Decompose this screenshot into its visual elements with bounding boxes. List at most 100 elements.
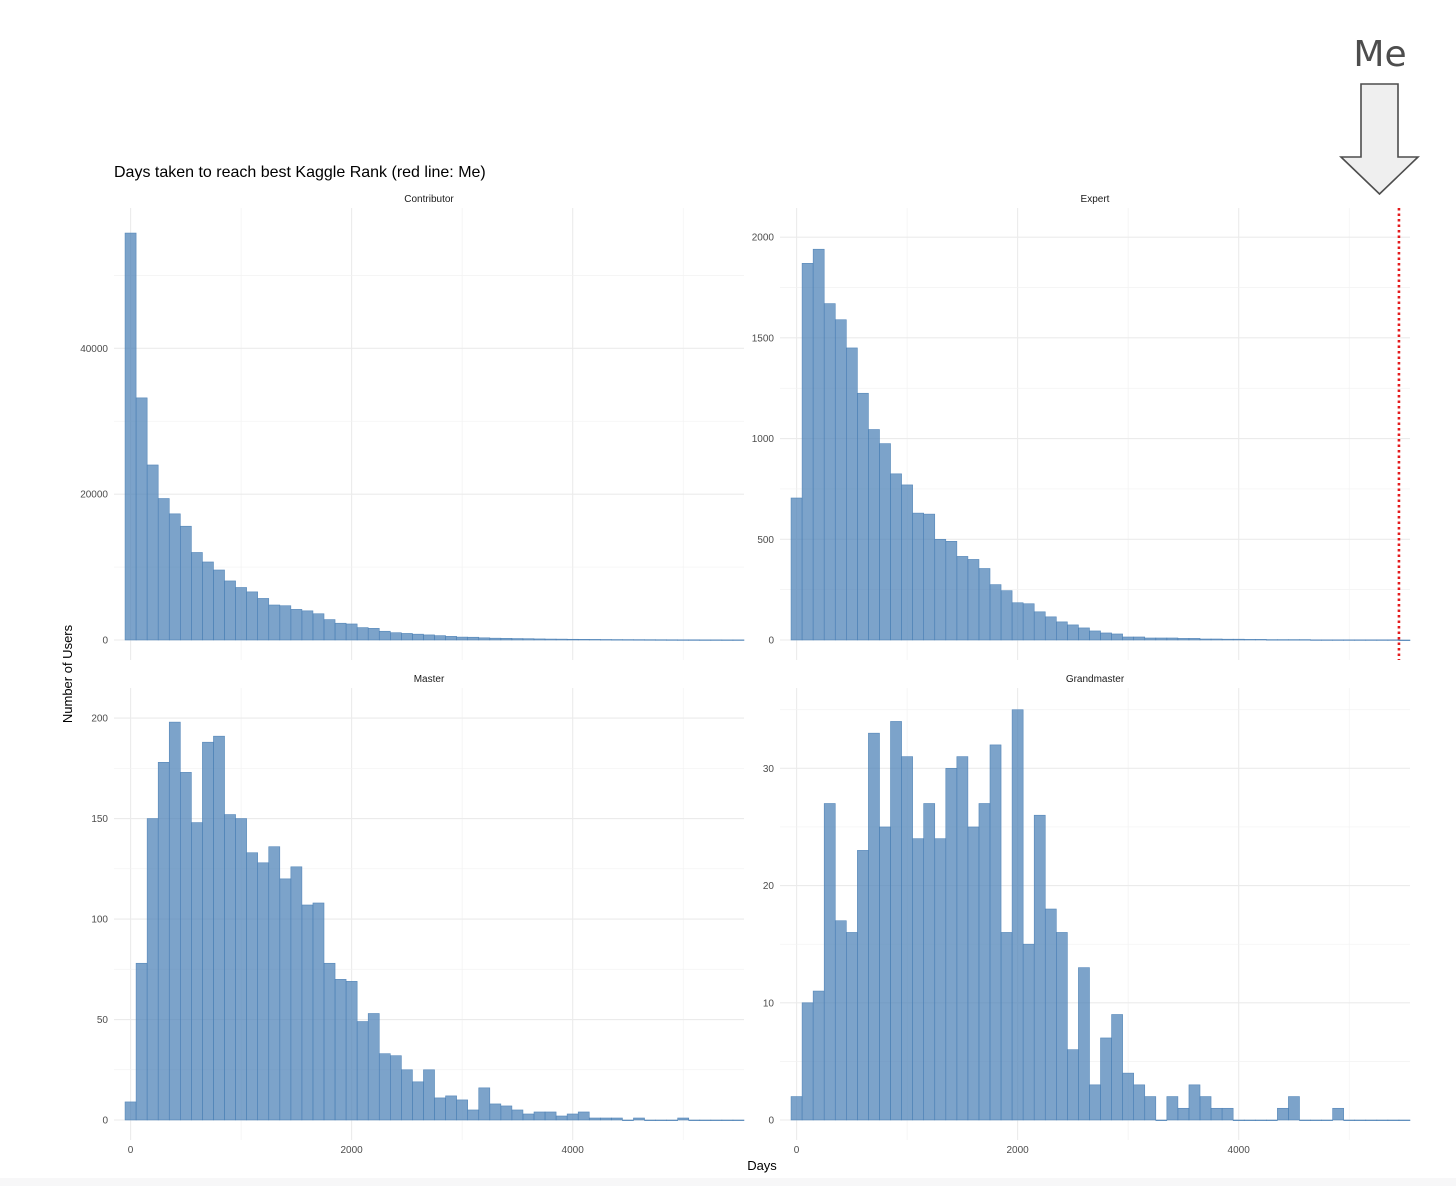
histogram-bar <box>434 1097 446 1121</box>
histogram-bar <box>124 1101 137 1121</box>
histogram-bar <box>923 803 936 1121</box>
histogram-bar <box>213 735 225 1121</box>
histogram-bar <box>1376 1119 1389 1121</box>
histogram-bar <box>401 633 413 641</box>
histogram-bar <box>1000 932 1013 1121</box>
y-tick-label: 1500 <box>752 333 775 344</box>
histogram-bar <box>846 932 858 1121</box>
histogram-bar <box>235 818 247 1121</box>
y-tick-label: 100 <box>91 915 108 926</box>
histogram-bar <box>857 850 869 1121</box>
histogram-bar <box>224 580 236 641</box>
histogram-bar <box>478 1087 491 1121</box>
histogram-bar <box>978 803 991 1121</box>
histogram-bar <box>356 627 369 641</box>
histogram-bar <box>1199 1096 1212 1121</box>
me-annotation-label: Me <box>1353 34 1406 75</box>
histogram-bar <box>312 613 325 641</box>
histogram-bar <box>577 1111 590 1121</box>
histogram-bar <box>1177 638 1190 641</box>
panel-expert: Expert 0 500 1000 1500 2000 <box>752 194 1411 660</box>
histogram-bar <box>434 635 446 641</box>
histogram-bar <box>1376 639 1389 641</box>
histogram-bar <box>1310 1119 1322 1121</box>
histogram-bar <box>566 1113 579 1121</box>
histogram-bar <box>622 1119 634 1121</box>
histogram-bar <box>1243 639 1256 641</box>
histogram-bar <box>412 633 424 641</box>
histogram-bar <box>611 1117 623 1121</box>
y-tick-label: 0 <box>768 1116 774 1127</box>
histogram-bar <box>890 473 902 641</box>
facet-label-contributor: Contributor <box>404 194 454 205</box>
page-footer-band <box>0 1178 1456 1186</box>
histogram-bar <box>1387 639 1400 641</box>
histogram-bar <box>1100 1037 1112 1121</box>
x-axis-title: Days <box>747 1158 777 1173</box>
histogram-bar <box>1254 639 1267 641</box>
x-tick-label: 4000 <box>562 1145 585 1156</box>
y-tick-label: 20000 <box>80 490 108 501</box>
histogram-bar <box>412 1081 424 1121</box>
histogram-bar <box>1044 616 1057 641</box>
histogram-bar <box>268 604 281 641</box>
histogram-bar <box>1332 1107 1344 1121</box>
histogram-bar <box>224 814 236 1121</box>
histogram-bar <box>533 1111 546 1121</box>
histogram-bar <box>834 920 847 1121</box>
histogram-bar <box>1000 590 1013 641</box>
y-tick-label: 150 <box>91 814 108 825</box>
histogram-bar <box>1288 639 1300 641</box>
panel-grandmaster: Grandmaster 0 10 20 30 0 2000 4000 <box>763 674 1411 1156</box>
histogram-bar <box>1266 1119 1278 1121</box>
histogram-bar <box>622 639 634 641</box>
y-tick-label: 500 <box>757 535 774 546</box>
histogram-bar <box>812 248 825 641</box>
histogram-bar <box>146 464 159 641</box>
histogram-bar <box>1122 1072 1134 1121</box>
histogram-bar <box>555 638 568 641</box>
histogram-bar <box>1067 1049 1079 1121</box>
histogram-bar <box>1011 602 1024 641</box>
histogram-bar <box>1067 624 1079 641</box>
histogram-bar <box>1310 639 1322 641</box>
histogram-bar <box>191 552 203 641</box>
histogram-bar <box>401 1069 413 1121</box>
histogram-bar <box>934 538 947 641</box>
histogram-bar <box>489 1103 502 1121</box>
histogram-bar <box>989 744 1002 1121</box>
histogram-bar <box>721 1119 734 1121</box>
histogram-bar <box>246 852 258 1121</box>
histogram-bar <box>901 756 913 1121</box>
histogram-bar <box>1100 632 1112 641</box>
histogram-bar <box>533 638 546 641</box>
histogram-bar <box>1166 637 1179 641</box>
histogram-bar <box>989 584 1002 641</box>
histogram-bar <box>790 1096 803 1121</box>
histogram-bar <box>879 443 891 641</box>
histogram-bar <box>1210 638 1223 641</box>
histogram-bar <box>1354 639 1367 641</box>
chart-title: Days taken to reach best Kaggle Rank (re… <box>114 164 486 181</box>
histogram-bar <box>180 525 192 641</box>
histogram-bar <box>1277 1107 1289 1121</box>
histogram-bar <box>890 721 902 1121</box>
histogram-bar <box>1056 932 1068 1121</box>
y-tick-label: 30 <box>763 764 775 775</box>
histogram-bar <box>489 637 502 641</box>
y-tick-label: 10 <box>763 998 775 1009</box>
histogram-bar <box>677 1117 690 1121</box>
histogram-bar <box>1387 1119 1400 1121</box>
histogram-bar <box>857 392 869 641</box>
histogram-bar <box>1266 639 1278 641</box>
y-tick-label: 1000 <box>752 434 775 445</box>
histogram-bar <box>1299 639 1311 641</box>
y-tick-label: 0 <box>102 636 108 647</box>
histogram-bar <box>1343 1119 1356 1121</box>
histogram-bar <box>1343 639 1356 641</box>
histogram-bar <box>577 639 590 641</box>
histogram-bar <box>934 838 947 1121</box>
histogram-bar <box>268 846 281 1121</box>
histogram-bar <box>279 605 292 641</box>
